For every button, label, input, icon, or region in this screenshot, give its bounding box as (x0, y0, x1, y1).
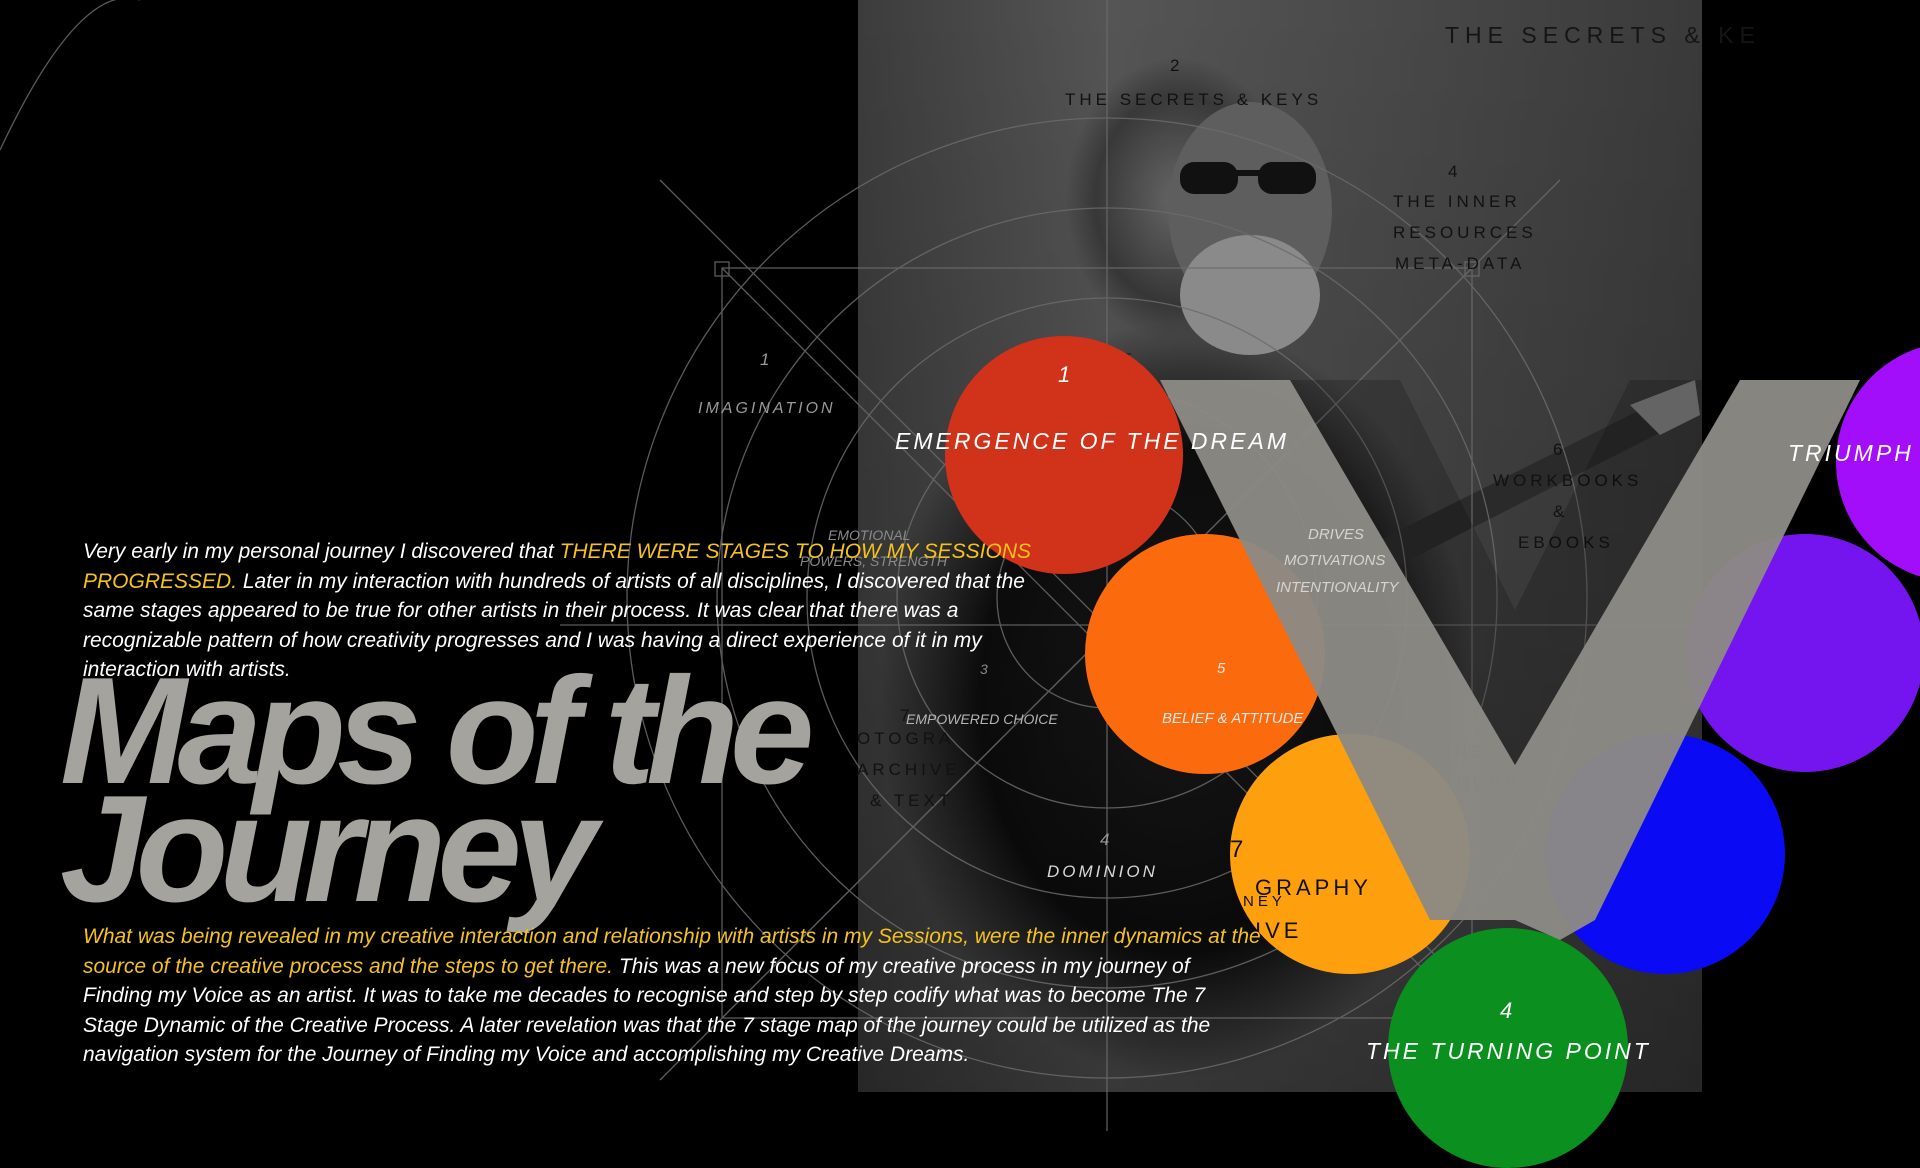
map-label-empowered-choice: EMPOWERED CHOICE (906, 711, 1058, 727)
stage-circle-red[interactable] (945, 336, 1183, 574)
intro-highlight: THERE WERE STAGES TO HOW MY SESSIONS PRO… (83, 540, 1032, 593)
body-text: This was a new focus of my creative proc… (83, 954, 1211, 1067)
stage-number-1: 1 (1058, 362, 1074, 387)
stage-circle-green[interactable] (1388, 928, 1628, 1168)
body-highlight: What was being revealed in my creative i… (83, 925, 1261, 978)
map-number-5: 5 (1217, 660, 1226, 677)
stage-number-4: 4 (1500, 998, 1516, 1023)
map-number-6: 6 (1553, 440, 1567, 459)
map-label-resources: RESOURCES (1393, 223, 1537, 242)
map-label-ney: NEY (1243, 893, 1286, 910)
map-number-1-imagination: 1 (760, 350, 770, 369)
title-line-2: Journey (60, 764, 597, 934)
stage-label-triumph: TRIUMPH (1788, 440, 1914, 466)
map-number-3: 3 (980, 661, 988, 677)
map-number-4-dominion: 4 (1100, 830, 1110, 849)
guitar-neck-shape (1320, 380, 1700, 595)
map-label-emotional: EMOTIONAL (828, 527, 911, 543)
map-label-ive: IVE (1255, 918, 1303, 943)
stage-label-emergence: EMERGENCE OF THE DREAM (895, 428, 1289, 454)
map-label-belief-attitude: BELIEF & ATTITUDE (1162, 710, 1304, 727)
map-number-4-inner: 4 (1448, 162, 1462, 181)
body-paragraph: What was being revealed in my creative i… (83, 922, 1263, 1070)
intro-paragraph: Very early in my personal journey I disc… (83, 537, 1043, 685)
page-title: Maps of the Journey (60, 646, 960, 934)
map-label-meta-data: META-DATA (1395, 254, 1526, 273)
map-label-secrets-top: THE SECRETS & KE (1445, 22, 1761, 48)
map-number-2: 2 (1170, 56, 1184, 75)
intro-text-rest: Later in my interaction with hundreds of… (83, 569, 1025, 682)
v-label-intentionality: INTENTIONALITY (1276, 579, 1399, 596)
stage-label-turning-point: THE TURNING POINT (1366, 1038, 1651, 1064)
map-label-text: & TEXT (870, 791, 954, 810)
map-label-dominion: DOMINION (1047, 862, 1158, 881)
v-label-motivations: MOTIVATIONS (1284, 552, 1386, 569)
v-logo-shape (1160, 380, 1860, 940)
intro-text: Very early in my personal journey I disc… (83, 540, 560, 563)
portrait-head-shape (1168, 102, 1332, 355)
map-label-photography: OTOGRA (857, 729, 955, 748)
title-line-1: Maps of the (60, 646, 814, 816)
map-label-graphy: GRAPHY (1255, 875, 1372, 900)
v-label-drives: DRIVES (1308, 526, 1364, 543)
map-number-7-amber: 7 (1230, 836, 1248, 863)
map-label-workbooks: WORKBOOKS (1493, 471, 1643, 490)
map-label-imagination: IMAGINATION (698, 400, 836, 417)
map-label-ebooks: EBOOKS (1518, 533, 1614, 552)
map-label-archive: ARCHIVE (857, 760, 961, 779)
map-label-ampersand: & (1553, 502, 1569, 521)
map-label-powers: POWERS, STRENGTH (800, 553, 948, 569)
map-number-7: 7 (900, 706, 914, 725)
map-label-secrets-keys: THE SECRETS & KEYS (1065, 90, 1323, 109)
map-label-inner: THE INNER (1393, 192, 1521, 211)
